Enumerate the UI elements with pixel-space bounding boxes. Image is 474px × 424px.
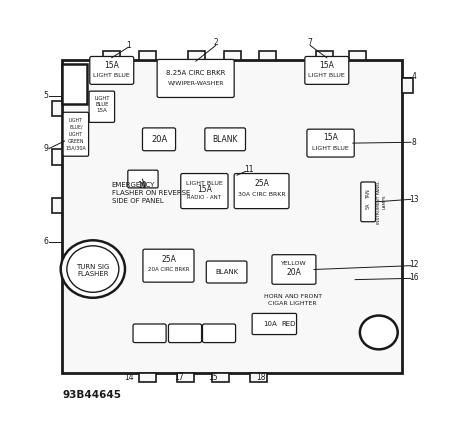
Text: LIGHT BLUE: LIGHT BLUE xyxy=(309,73,345,78)
FancyBboxPatch shape xyxy=(176,373,193,382)
FancyBboxPatch shape xyxy=(252,313,297,335)
FancyBboxPatch shape xyxy=(52,149,62,165)
Text: LIGHT BLUE: LIGHT BLUE xyxy=(312,146,349,151)
FancyBboxPatch shape xyxy=(89,91,115,123)
Text: 16: 16 xyxy=(410,273,419,282)
Text: BLANK: BLANK xyxy=(215,269,238,275)
Text: 5: 5 xyxy=(43,91,48,100)
FancyBboxPatch shape xyxy=(103,50,120,60)
Text: RED: RED xyxy=(282,321,296,327)
FancyBboxPatch shape xyxy=(234,173,289,209)
Text: 15A: 15A xyxy=(323,134,338,142)
Text: 12: 12 xyxy=(410,260,419,269)
FancyBboxPatch shape xyxy=(259,50,276,60)
Text: 15A: 15A xyxy=(197,185,212,194)
Text: LIGHT: LIGHT xyxy=(69,132,83,137)
FancyBboxPatch shape xyxy=(305,56,349,84)
FancyBboxPatch shape xyxy=(63,112,89,156)
FancyBboxPatch shape xyxy=(188,50,205,60)
Text: 18: 18 xyxy=(256,373,265,382)
Text: 30A CIRC BRKR: 30A CIRC BRKR xyxy=(238,192,285,197)
Text: 15A: 15A xyxy=(104,61,119,70)
FancyBboxPatch shape xyxy=(52,198,62,213)
FancyBboxPatch shape xyxy=(205,128,246,151)
FancyBboxPatch shape xyxy=(168,324,201,343)
Text: LIGHT: LIGHT xyxy=(94,96,109,101)
Text: 17: 17 xyxy=(174,373,184,382)
Text: 5A: 5A xyxy=(365,203,371,209)
Text: 20A: 20A xyxy=(286,268,301,277)
Text: GREEN: GREEN xyxy=(68,139,84,143)
FancyBboxPatch shape xyxy=(90,56,134,84)
Text: BLUE: BLUE xyxy=(95,102,109,107)
Text: 15: 15 xyxy=(209,373,218,382)
Text: LIGHT BLUE: LIGHT BLUE xyxy=(93,73,130,78)
FancyBboxPatch shape xyxy=(202,324,236,343)
FancyBboxPatch shape xyxy=(157,59,234,98)
Text: BLUE/: BLUE/ xyxy=(69,125,82,130)
Text: EMERGENCY
FLASHER ON REVERSE
SIDE OF PANEL: EMERGENCY FLASHER ON REVERSE SIDE OF PAN… xyxy=(112,182,190,204)
FancyBboxPatch shape xyxy=(361,182,375,222)
Text: 8: 8 xyxy=(412,138,417,147)
FancyBboxPatch shape xyxy=(316,50,333,60)
Text: 20A CIRC BRKR: 20A CIRC BRKR xyxy=(148,268,189,272)
Text: 8.25A CIRC BRKR: 8.25A CIRC BRKR xyxy=(166,70,225,75)
Text: YELLOW: YELLOW xyxy=(281,261,307,266)
FancyBboxPatch shape xyxy=(143,128,175,151)
FancyBboxPatch shape xyxy=(128,170,158,188)
Text: TAN: TAN xyxy=(365,190,371,199)
Circle shape xyxy=(61,240,125,298)
Text: 11: 11 xyxy=(244,165,254,174)
Text: 15A/30A: 15A/30A xyxy=(65,145,86,150)
FancyBboxPatch shape xyxy=(52,101,62,116)
Text: RADIO - ANT: RADIO - ANT xyxy=(187,195,221,200)
Text: 20A: 20A xyxy=(151,135,167,144)
FancyBboxPatch shape xyxy=(143,249,194,282)
FancyBboxPatch shape xyxy=(212,373,229,382)
Text: 13: 13 xyxy=(410,195,419,204)
Text: 93B44645: 93B44645 xyxy=(62,390,121,399)
Text: 15A: 15A xyxy=(319,61,334,70)
Text: 10A: 10A xyxy=(263,321,276,327)
Text: 25A: 25A xyxy=(254,179,269,188)
FancyBboxPatch shape xyxy=(62,64,87,104)
FancyBboxPatch shape xyxy=(402,78,413,93)
FancyBboxPatch shape xyxy=(206,261,247,283)
Text: LIGHT: LIGHT xyxy=(69,118,83,123)
Text: 2: 2 xyxy=(213,39,218,47)
FancyBboxPatch shape xyxy=(224,50,241,60)
FancyBboxPatch shape xyxy=(62,60,402,373)
FancyBboxPatch shape xyxy=(133,324,166,343)
Text: HORN AND FRONT
CIGAR LIGHTER: HORN AND FRONT CIGAR LIGHTER xyxy=(264,294,322,306)
Text: TURN SIG
FLASHER: TURN SIG FLASHER xyxy=(76,264,109,277)
Text: LAMPS: LAMPS xyxy=(383,195,386,209)
Text: 25A: 25A xyxy=(161,255,176,264)
Text: BLANK: BLANK xyxy=(212,135,238,144)
Text: W/WIPER-WASHER: W/WIPER-WASHER xyxy=(167,80,224,85)
Circle shape xyxy=(67,246,119,292)
Text: 6: 6 xyxy=(43,237,48,246)
Text: 7: 7 xyxy=(308,39,313,47)
Text: 4: 4 xyxy=(412,72,417,81)
Text: LIGHT BLUE: LIGHT BLUE xyxy=(186,181,223,186)
Text: 15A: 15A xyxy=(96,108,107,113)
FancyBboxPatch shape xyxy=(139,373,156,382)
FancyBboxPatch shape xyxy=(272,255,316,284)
Text: INSTRUMENT PANEL: INSTRUMENT PANEL xyxy=(377,180,381,223)
Text: 1: 1 xyxy=(126,41,131,50)
Text: 14: 14 xyxy=(125,373,134,382)
FancyBboxPatch shape xyxy=(181,173,228,209)
FancyBboxPatch shape xyxy=(307,129,354,157)
FancyBboxPatch shape xyxy=(250,373,267,382)
Circle shape xyxy=(360,315,398,349)
FancyBboxPatch shape xyxy=(139,50,156,60)
FancyBboxPatch shape xyxy=(349,50,366,60)
Text: 9: 9 xyxy=(43,144,48,153)
Text: 10: 10 xyxy=(137,181,146,190)
